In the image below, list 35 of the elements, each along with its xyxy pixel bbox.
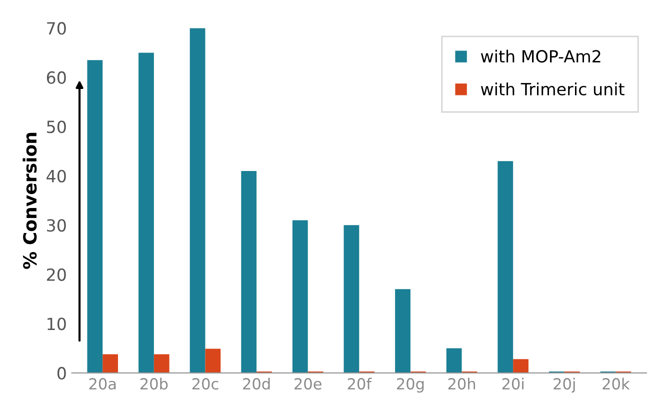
bar <box>154 354 170 373</box>
y-tick-label: 40 <box>46 170 66 182</box>
y-tick-label: 0 <box>57 366 66 380</box>
y-tick-label: 70 <box>47 22 66 35</box>
x-tick-label: 20e <box>294 378 322 390</box>
y-tick-label: 60 <box>46 71 66 84</box>
x-tick-label: 20f <box>348 378 372 390</box>
y-tick-label: 50 <box>47 120 66 134</box>
bar <box>87 60 103 373</box>
bar <box>446 348 462 373</box>
x-tick-label: 20j <box>554 378 575 393</box>
bar <box>102 354 118 373</box>
bar <box>498 161 514 373</box>
bar <box>513 359 528 373</box>
bar <box>205 348 221 373</box>
x-tick-label: 20g <box>397 378 424 393</box>
x-tick-label: 20c <box>192 378 218 390</box>
x-tick-label: 20i <box>502 378 524 390</box>
y-tick-label: 30 <box>47 219 66 232</box>
y-tick-label: 10 <box>48 318 66 330</box>
y-axis-title: % Conversion <box>22 132 37 269</box>
bar <box>138 52 154 373</box>
y-tick-label: 20 <box>46 268 66 281</box>
x-tick-label: 20k <box>602 378 630 390</box>
bar <box>344 225 360 373</box>
legend-label: with Trimeric unit <box>480 82 624 96</box>
legend-label: with MOP-Am2 <box>480 50 600 63</box>
x-tick-label: 20b <box>140 378 168 390</box>
x-tick-label: 20h <box>448 378 476 390</box>
bar <box>190 28 206 373</box>
bar <box>395 289 410 373</box>
x-tick-label: 20a <box>89 378 116 390</box>
x-tick-label: 20d <box>243 378 270 390</box>
bar <box>292 220 308 373</box>
bar <box>241 170 257 373</box>
